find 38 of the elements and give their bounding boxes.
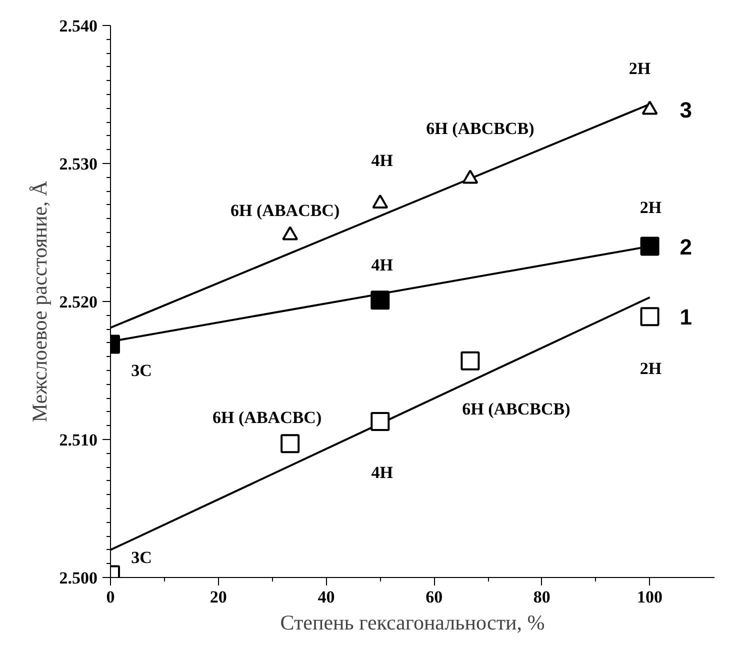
annotation: 2H	[640, 198, 662, 217]
annotation: 6H (ABACBC)	[212, 408, 322, 428]
x-tick-label: 60	[426, 588, 443, 606]
point	[460, 351, 480, 370]
x-tick-label: 100	[637, 588, 663, 606]
annotation: 4H	[371, 151, 394, 170]
annotation: 6H (ABCBCB)	[462, 399, 570, 418]
point	[462, 170, 478, 184]
x-axis-title: Степень гексагональности, %	[280, 610, 545, 634]
x-tick-label: 20	[210, 588, 227, 606]
x-tick-label: 0	[106, 588, 115, 606]
point	[370, 412, 390, 432]
point	[640, 236, 660, 256]
point	[282, 226, 298, 240]
annotation: 4H	[371, 256, 394, 275]
point	[280, 434, 300, 454]
annotation: 6H (ABACBC)	[230, 200, 340, 220]
y-tick-label: 2.520	[59, 292, 98, 312]
annotation: 6H (ABCBCB)	[426, 119, 534, 138]
series-label: 1	[680, 304, 692, 330]
series-label: 2	[680, 234, 692, 260]
x-tick-label: 80	[533, 588, 550, 606]
point	[372, 194, 388, 209]
annotation: 3C	[131, 360, 152, 380]
y-tick-label: 2.510	[59, 430, 98, 450]
point	[640, 307, 660, 326]
annotation: 3C	[131, 548, 152, 568]
x-tick-label: 40	[318, 588, 335, 606]
y-axis-title: Межслоевое расстояние, Å	[27, 180, 52, 422]
annotation: 4H	[371, 463, 394, 482]
series-label: 3	[680, 98, 692, 123]
annotation: 2H	[640, 359, 662, 378]
y-tick-label: 2.530	[59, 154, 98, 174]
point	[642, 100, 658, 115]
annotation: 2H	[628, 59, 651, 78]
point	[370, 290, 390, 310]
y-tick-label: 2.540	[59, 16, 98, 36]
y-tick-label: 2.500	[59, 568, 98, 588]
